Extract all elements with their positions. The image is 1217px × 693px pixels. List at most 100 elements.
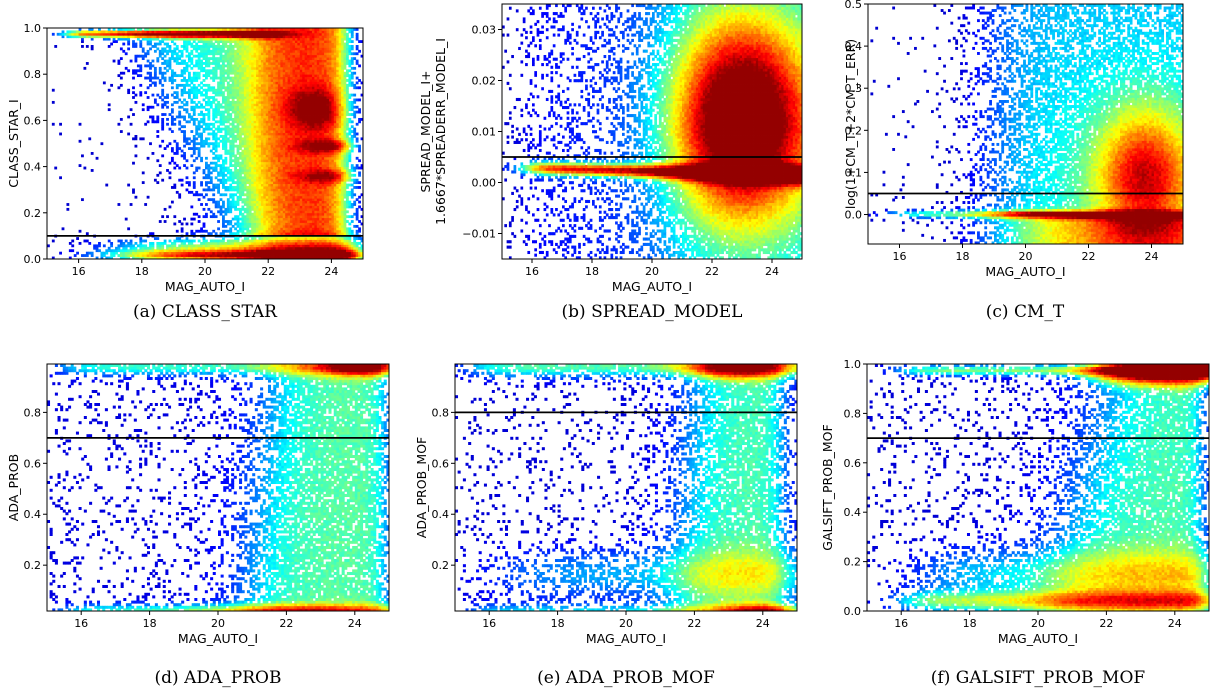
heatmap-cell [219, 130, 223, 133]
heatmap-cell [207, 127, 211, 131]
heatmap-cell [224, 32, 228, 36]
heatmap-cell [229, 246, 233, 250]
heatmap-cell [263, 203, 267, 206]
heatmap-cell [294, 210, 298, 214]
heatmap-cell [268, 215, 272, 219]
heatmap-cell [226, 71, 230, 75]
heatmap-cell [192, 217, 196, 221]
heatmap-cell [243, 232, 247, 236]
heatmap-cell [236, 52, 240, 56]
heatmap-cell [275, 142, 279, 146]
heatmap-cell [226, 169, 230, 172]
heatmap-cell [309, 239, 313, 243]
heatmap-cell [61, 35, 65, 39]
heatmap-cell [270, 171, 274, 175]
heatmap-cell [217, 183, 220, 187]
heatmap-cell [236, 232, 240, 236]
heatmap-cell [258, 117, 262, 121]
heatmap-cell [285, 212, 289, 216]
heatmap-cell [307, 42, 310, 46]
heatmap-cell [146, 40, 150, 43]
heatmap-cell [251, 232, 255, 236]
heatmap-cell [226, 62, 230, 65]
heatmap-cell [285, 220, 289, 223]
heatmap-cell [265, 42, 269, 46]
heatmap-cell [277, 52, 281, 56]
heatmap-cell [190, 42, 194, 46]
heatmap-cell [292, 47, 296, 51]
heatmap-cell [292, 193, 296, 197]
heatmap-cell [270, 30, 274, 34]
heatmap-cell [214, 241, 218, 245]
heatmap-cell [200, 66, 203, 70]
heatmap-cell [195, 105, 199, 109]
heatmap-cell [299, 149, 303, 153]
heatmap-cell [292, 54, 296, 58]
heatmap-cell [287, 217, 291, 221]
heatmap-cell [241, 246, 245, 250]
heatmap-cell [231, 139, 235, 143]
heatmap-cell [217, 86, 220, 90]
heatmap-cell [292, 249, 296, 253]
heatmap-cell [282, 171, 286, 175]
heatmap-cell [110, 251, 114, 255]
heatmap-cell [270, 154, 274, 158]
heatmap-cell [175, 246, 179, 250]
heatmap-cell [153, 30, 157, 34]
heatmap-cell [209, 71, 213, 75]
heatmap-cell [260, 28, 264, 31]
heatmap-cell [229, 222, 233, 226]
heatmap-cell [234, 237, 237, 240]
heatmap-cell [185, 110, 189, 114]
heatmap-cell [158, 28, 162, 31]
heatmap-cell [195, 76, 199, 80]
heatmap-cell [260, 127, 264, 131]
heatmap-cell [265, 127, 269, 131]
heatmap-cell [265, 52, 269, 56]
heatmap-cell [119, 249, 123, 253]
heatmap-cell [273, 241, 276, 245]
heatmap-cell [268, 173, 272, 177]
heatmap-cell [290, 37, 293, 41]
heatmap-cell [299, 154, 303, 158]
heatmap-cell [231, 122, 235, 126]
heatmap-cell [217, 251, 220, 255]
heatmap-cell [136, 32, 140, 36]
heatmap-cell [105, 251, 109, 255]
heatmap-cell [246, 91, 250, 95]
heatmap-cell [302, 108, 306, 112]
heatmap-cell [290, 62, 293, 65]
heatmap-cell [161, 37, 165, 41]
heatmap-cell [239, 74, 242, 78]
heatmap-cell [282, 241, 286, 245]
heatmap-cell [239, 207, 242, 211]
heatmap-cell [180, 69, 184, 73]
heatmap-cell [239, 212, 242, 216]
heatmap-cell [205, 88, 208, 92]
heatmap-cell [190, 35, 194, 39]
heatmap-cell [273, 198, 276, 202]
heatmap-cell [253, 224, 257, 228]
heatmap-cell [173, 215, 177, 219]
heatmap-cell [190, 79, 194, 82]
heatmap-cell [251, 110, 255, 114]
heatmap-cell [129, 203, 133, 206]
heatmap-cell [268, 200, 272, 204]
heatmap-cell [161, 113, 165, 116]
heatmap-cell [246, 127, 250, 131]
heatmap-cell [275, 205, 279, 209]
heatmap-cell [290, 144, 293, 148]
heatmap-cell [224, 181, 228, 185]
heatmap-cell [246, 86, 250, 90]
heatmap-cell [292, 96, 296, 99]
heatmap-cell [192, 120, 196, 124]
heatmap-cell [307, 91, 310, 95]
heatmap-cell [214, 147, 218, 150]
heatmap-cell [202, 30, 206, 34]
heatmap-cell [251, 96, 255, 99]
heatmap-cell [117, 249, 121, 253]
heatmap-cell [190, 100, 194, 104]
heatmap-cell [277, 79, 281, 82]
heatmap-cell [268, 222, 272, 226]
heatmap-cell [285, 103, 289, 107]
